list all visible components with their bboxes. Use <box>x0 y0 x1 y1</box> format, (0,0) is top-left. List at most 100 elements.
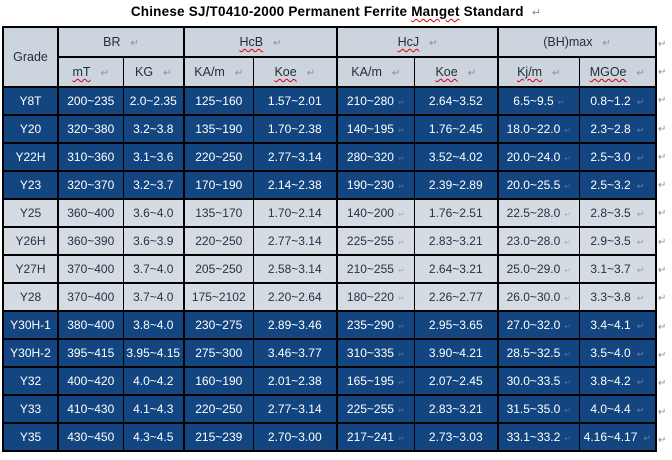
grade-cell: Y30H-2 <box>2 338 59 368</box>
cell-value: 225~255 <box>346 402 394 416</box>
br-kg-header: KG ↵ <box>122 56 185 88</box>
br-mt-cell: 370~400 <box>57 254 124 284</box>
mt-unit-label: mT <box>72 65 91 79</box>
return-mark-icon: ↵ <box>636 68 645 79</box>
cell-value: 3.8~4.2 <box>590 374 631 388</box>
row-end-return-icon: ↵ <box>658 378 667 390</box>
cell-value: 360~400 <box>67 206 115 220</box>
koe-unit-label: Koe <box>435 65 458 79</box>
bhmax-mgoe-cell: 3.8~4.2 ↵ <box>578 366 657 396</box>
return-mark-icon: ↵ <box>564 238 571 247</box>
hcj-koe-cell: 2.83~3.21 <box>413 226 499 256</box>
return-mark-icon: ↵ <box>397 238 405 247</box>
br-kg-cell: 4.3~4.5 <box>122 422 185 452</box>
cell-value: 175~2102 <box>191 290 246 304</box>
cell-value: 22.5~28.0 <box>506 206 561 220</box>
br-mt-cell: 410~430 <box>57 394 124 424</box>
bhmax-kjm-cell: 6.5~9.5 ↵ <box>497 86 580 116</box>
br-kg-cell: 4.1~4.3 <box>122 394 185 424</box>
hcj-kam-cell: 165~195 ↵ <box>336 366 415 396</box>
cell-value: 2.5~3.2 <box>590 178 631 192</box>
hcj-kam-cell: 225~255 ↵ <box>336 394 415 424</box>
bhmax-kjm-header: Kj/m ↵ <box>497 56 580 88</box>
cell-value: 4.0~4.2 <box>133 374 174 388</box>
return-mark-icon: ↵ <box>397 154 405 163</box>
cell-value: 2.14~2.38 <box>267 178 322 192</box>
cell-value: 2.95~3.65 <box>428 318 483 332</box>
cell-value: 2.89~3.46 <box>267 318 322 332</box>
bhmax-mgoe-cell: 3.1~3.7 ↵ <box>578 254 657 284</box>
cell-value: 230~275 <box>195 318 243 332</box>
cell-value: 2.77~3.14 <box>267 150 322 164</box>
grade-header-label: Grade <box>13 50 48 64</box>
cell-value: 3.1~3.6 <box>133 150 174 164</box>
bhmax-kjm-cell: 31.5~35.0 ↵ <box>497 394 580 424</box>
bhmax-mgoe-cell: 2.5~3.0 ↵ <box>578 142 657 172</box>
cell-value: 370~400 <box>67 262 115 276</box>
return-mark-icon: ↵ <box>467 68 477 79</box>
hcj-kam-cell: 140~200 ↵ <box>336 198 415 228</box>
cell-value: 275~300 <box>195 346 243 360</box>
br-kg-cell: 3.6~3.9 <box>122 226 185 256</box>
br-kg-cell: 2.0~2.35 <box>122 86 185 116</box>
cell-value: 1.76~2.51 <box>428 206 483 220</box>
cell-value: 125~160 <box>195 94 243 108</box>
cell-value: 23.0~28.0 <box>506 234 561 248</box>
bhmax-kjm-cell: 22.5~28.0 ↵ <box>497 198 580 228</box>
row-end-return-icon: ↵ <box>658 321 667 333</box>
cell-value: 165~195 <box>346 374 394 388</box>
table-row: Y20 320~380 3.2~3.8 135~190 1.70~2.38 14… <box>2 114 657 144</box>
return-mark-icon: ↵ <box>564 154 571 163</box>
return-mark-icon: ↵ <box>100 68 109 79</box>
ferrite-standard-table: Grade BR ↵ HcB ↵ HcJ ↵ (BH)max ↵ mT ↵ KG ↵ KA/… <box>2 26 658 452</box>
hcb-kam-cell: 125~160 <box>183 86 254 116</box>
hcb-group-header: HcB ↵ <box>183 26 338 58</box>
hcj-label: HcJ <box>397 35 420 49</box>
return-mark-icon: ↵ <box>636 265 645 275</box>
hcj-koe-cell: 2.64~3.21 <box>413 254 499 284</box>
grade-value: Y30H-2 <box>10 346 51 360</box>
return-mark-icon: ↵ <box>564 294 571 303</box>
grade-value: Y28 <box>19 290 42 304</box>
cell-value: 33.1~33.2 <box>506 430 561 444</box>
hcj-koe-cell: 1.76~2.51 <box>413 198 499 228</box>
cell-value: 190~230 <box>346 178 394 192</box>
cell-value: 3.52~4.02 <box>428 150 483 164</box>
hcj-koe-cell: 2.07~2.45 <box>413 366 499 396</box>
grade-column-header: Grade <box>2 26 59 88</box>
title-text-prefix: Chinese SJ/T0410-2000 Permanent Ferrite <box>130 4 412 19</box>
grade-cell: Y30H-1 <box>2 310 59 340</box>
cell-value: 2.77~3.14 <box>267 402 322 416</box>
row-end-return-icon: ↵ <box>658 406 667 418</box>
title-text-suffix: Standard <box>459 4 524 19</box>
hcj-koe-header: Koe ↵ <box>413 56 499 88</box>
table-row: Y26H 360~390 3.6~3.9 220~250 2.77~3.14 2… <box>2 226 657 256</box>
return-mark-icon: ↵ <box>397 182 405 191</box>
page-title: Chinese SJ/T0410-2000 Permanent Ferrite … <box>0 0 672 19</box>
cell-value: 210~280 <box>346 94 394 108</box>
table-row: Y25 360~400 3.6~4.0 135~170 1.70~2.14 14… <box>2 198 657 228</box>
grade-value: Y22H <box>15 150 46 164</box>
cell-value: 2.5~3.0 <box>590 150 631 164</box>
cell-value: 2.26~2.77 <box>428 290 483 304</box>
grade-value: Y20 <box>19 122 42 136</box>
return-mark-icon: ↵ <box>397 434 405 443</box>
cell-value: 220~250 <box>195 402 243 416</box>
hcj-koe-cell: 1.76~2.45 <box>413 114 499 144</box>
return-mark-icon: ↵ <box>636 97 645 107</box>
return-mark-icon: ↵ <box>636 405 645 415</box>
hcj-kam-cell: 210~280 ↵ <box>336 86 415 116</box>
row-end-return-icon: ↵ <box>658 38 667 50</box>
cell-value: 6.5~9.5 <box>513 94 554 108</box>
return-mark-icon: ↵ <box>130 38 139 49</box>
return-mark-icon: ↵ <box>163 68 172 79</box>
cell-value: 180~220 <box>346 290 394 304</box>
br-mt-cell: 200~235 <box>57 86 124 116</box>
cell-value: 140~195 <box>346 122 394 136</box>
cell-value: 220~250 <box>195 234 243 248</box>
br-kg-cell: 3.8~4.0 <box>122 310 185 340</box>
br-mt-cell: 380~400 <box>57 310 124 340</box>
cell-value: 320~380 <box>67 122 115 136</box>
hcb-kam-cell: 275~300 <box>183 338 254 368</box>
hcb-koe-cell: 1.70~2.14 <box>252 198 338 228</box>
